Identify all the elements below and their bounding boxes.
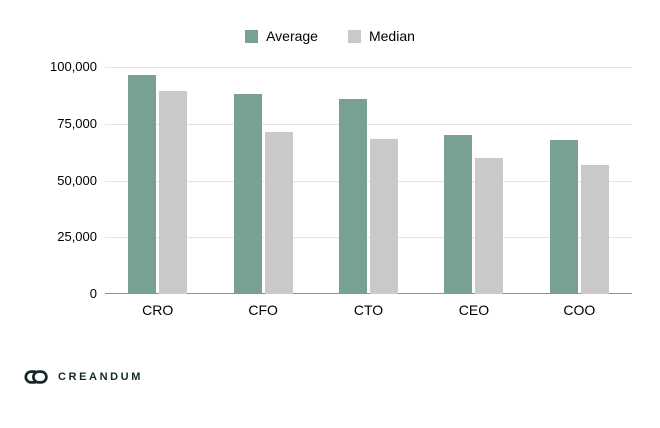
legend-item-average: Average xyxy=(245,28,318,44)
median-bar-ceo xyxy=(475,157,504,294)
median-swatch-icon xyxy=(347,29,361,43)
gridline xyxy=(105,237,632,239)
y-tick-label: 50,000 xyxy=(57,172,97,188)
bar-groups xyxy=(105,67,632,294)
x-tick-label-cto: CTO xyxy=(353,302,384,318)
average-bar-coo xyxy=(549,139,578,294)
x-tick-label-coo: COO xyxy=(563,302,596,318)
x-tick-label-cro: CRO xyxy=(142,302,174,318)
average-swatch-icon xyxy=(245,29,259,43)
y-tick-label: 100,000 xyxy=(50,59,97,74)
legend-label-average: Average xyxy=(266,28,318,44)
gridline xyxy=(105,123,632,125)
average-bar-ceo xyxy=(444,135,473,294)
average-bar-cfo xyxy=(233,94,262,294)
average-bar-cto xyxy=(339,98,368,294)
gridline xyxy=(105,180,632,182)
legend-label-median: Median xyxy=(368,28,415,44)
median-bar-cro xyxy=(159,90,188,294)
legend: Average Median xyxy=(0,26,660,46)
y-tick-label: 0 xyxy=(89,286,97,301)
brand-name: CREANDUM xyxy=(58,371,143,383)
x-axis-line xyxy=(105,293,632,294)
median-bar-cto xyxy=(370,138,399,294)
bar-group-coo xyxy=(527,67,632,294)
gridline xyxy=(105,67,632,68)
x-tick-label-cfo: CFO xyxy=(248,302,278,318)
y-tick-label: 25,000 xyxy=(57,229,97,245)
brand-footer: CREANDUM xyxy=(24,366,143,388)
chain-link-icon xyxy=(24,370,48,384)
x-tick-label-ceo: CEO xyxy=(458,302,490,318)
median-bar-cfo xyxy=(264,131,293,294)
median-bar-coo xyxy=(580,164,609,294)
bar-group-cfo xyxy=(210,67,315,294)
x-axis-labels: CRO CFO CTO CEO COO xyxy=(105,302,632,318)
plot-area xyxy=(105,67,632,294)
bar-group-cro xyxy=(105,67,210,294)
average-bar-cro xyxy=(128,74,157,294)
y-tick-label: 75,000 xyxy=(57,115,97,131)
legend-item-median: Median xyxy=(347,28,415,44)
bar-group-ceo xyxy=(421,67,526,294)
bar-group-cto xyxy=(316,67,421,294)
